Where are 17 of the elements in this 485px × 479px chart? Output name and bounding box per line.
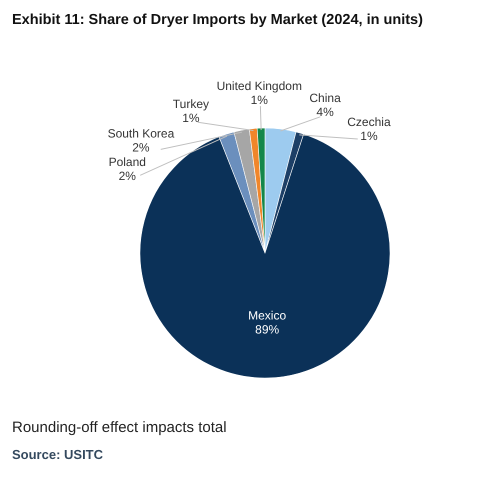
slice-label: Poland [108, 154, 146, 169]
source-note: Source: USITC [12, 447, 104, 462]
text: Rounding-off effect impacts total [12, 419, 227, 436]
data-label: 2% [132, 140, 150, 155]
slice-label: United Kingdom [216, 79, 302, 94]
data-label: 4% [316, 104, 334, 119]
slice-label: Czechia [347, 115, 391, 130]
slice-label: Turkey [172, 96, 210, 111]
slice-label: Mexico [248, 308, 286, 323]
slice-label: China [309, 90, 342, 105]
slice-label: South Korea [108, 126, 175, 141]
data-label: 1% [182, 110, 200, 125]
data-label: 1% [250, 93, 268, 108]
chart-title: Exhibit 11: Share of Dryer Imports by Market (2024, in units) [12, 12, 424, 28]
data-label: 2% [118, 168, 136, 183]
data-label: 1% [360, 129, 378, 144]
data-label: 89% [255, 322, 280, 337]
